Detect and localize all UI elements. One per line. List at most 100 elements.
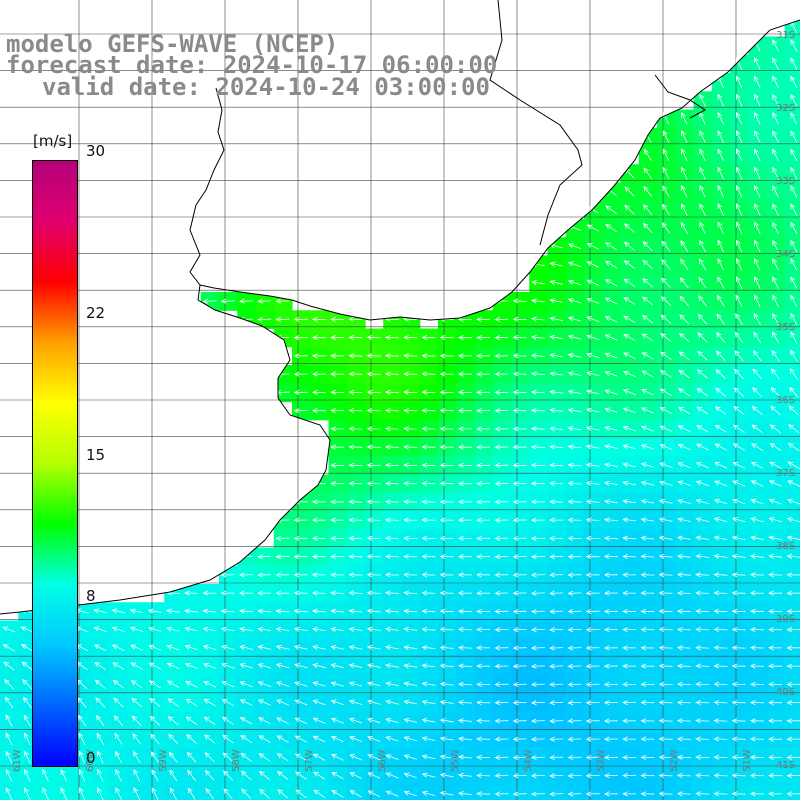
wind-arrow — [549, 773, 564, 779]
wind-arrow — [312, 735, 326, 743]
wind-arrow — [713, 754, 728, 760]
wind-arrow — [659, 480, 673, 486]
wind-arrow — [754, 75, 761, 89]
wind-speed-cell — [383, 784, 403, 800]
longitude-label: 57W — [304, 749, 315, 772]
wind-arrow — [549, 353, 564, 359]
wind-arrow — [735, 257, 743, 271]
wind-arrow — [750, 498, 764, 505]
wind-arrow — [677, 443, 691, 451]
wind-arrow — [275, 535, 290, 541]
wind-arrow — [585, 791, 600, 797]
wind-arrow — [640, 553, 655, 560]
wind-arrow — [4, 696, 14, 709]
wind-arrow — [312, 663, 326, 669]
wind-arrow — [348, 499, 363, 505]
wind-arrow — [696, 387, 709, 397]
wind-arrow — [661, 222, 671, 234]
wind-arrow — [658, 498, 673, 504]
wind-arrow — [421, 699, 436, 705]
colorbar-tick-label: 22 — [86, 303, 106, 322]
wind-arrow — [749, 627, 764, 633]
wind-arrow — [699, 203, 706, 216]
wind-speed-cell — [200, 784, 220, 800]
wind-arrow — [312, 645, 326, 650]
wind-arrow — [403, 389, 418, 395]
wind-arrow — [457, 608, 472, 614]
wind-arrow — [790, 75, 798, 89]
wind-arrow — [184, 663, 198, 669]
wind-arrow — [768, 681, 783, 687]
wind-arrow — [713, 791, 728, 797]
wind-arrow — [768, 700, 783, 706]
wind-arrow — [239, 699, 253, 706]
wind-arrow — [567, 791, 582, 797]
wind-arrow — [658, 572, 673, 578]
wind-arrow — [366, 444, 381, 450]
wind-arrow — [677, 462, 691, 469]
wind-arrow — [658, 754, 673, 760]
wind-arrow — [530, 681, 545, 687]
colorbar — [32, 160, 78, 767]
wind-arrow — [786, 773, 800, 779]
wind-arrow — [585, 462, 600, 468]
wind-arrow — [658, 608, 673, 614]
latitude-label: 40S — [776, 687, 795, 698]
wind-arrow — [366, 499, 381, 505]
wind-arrow — [129, 608, 144, 614]
wind-arrow — [385, 681, 399, 687]
wind-arrow — [220, 590, 235, 596]
wind-arrow — [549, 334, 564, 340]
wind-arrow — [603, 535, 618, 541]
wind-arrow — [24, 787, 31, 800]
wind-arrow — [313, 789, 325, 798]
wind-arrow — [771, 331, 780, 344]
wind-arrow — [603, 718, 618, 724]
wind-arrow — [385, 736, 399, 742]
wind-arrow — [421, 535, 436, 541]
wind-arrow — [749, 718, 764, 724]
wind-arrow — [257, 316, 272, 322]
wind-arrow — [184, 590, 199, 596]
wind-arrow — [640, 663, 655, 669]
wind-arrow — [640, 535, 655, 541]
wind-arrow — [769, 442, 782, 452]
wind-arrow — [530, 773, 545, 779]
wind-speed-cell — [73, 784, 92, 800]
wind-arrow — [586, 316, 600, 322]
wind-arrow — [512, 572, 527, 578]
wind-arrow — [238, 608, 253, 614]
wind-arrow — [185, 680, 198, 688]
wind-arrow — [421, 626, 436, 632]
wind-arrow — [735, 221, 743, 235]
wind-arrow — [751, 424, 763, 434]
wind-arrow — [204, 752, 215, 763]
wind-arrow — [585, 389, 600, 395]
wind-arrow — [421, 389, 436, 395]
wind-arrow — [421, 718, 436, 723]
wind-arrow — [476, 499, 491, 505]
wind-arrow — [585, 754, 600, 760]
wind-arrow — [624, 223, 635, 233]
wind-arrow — [732, 443, 745, 451]
wind-arrow — [754, 257, 761, 271]
wind-arrow — [148, 662, 162, 670]
wind-arrow — [717, 111, 724, 125]
wind-arrow — [697, 332, 708, 343]
wind-arrow — [421, 408, 436, 414]
wind-arrow — [622, 681, 637, 687]
wind-arrow — [731, 553, 746, 559]
wind-speed-cell — [255, 784, 275, 800]
wind-arrow — [549, 700, 564, 706]
wind-arrow — [384, 408, 399, 414]
wind-arrow — [567, 700, 582, 706]
wind-arrow — [622, 425, 636, 432]
wind-arrow — [331, 771, 344, 780]
wind-arrow — [678, 351, 690, 361]
wind-arrow — [790, 112, 798, 125]
wind-arrow — [476, 663, 491, 669]
wind-arrow — [384, 389, 399, 395]
wind-arrow — [151, 769, 159, 782]
wind-arrow — [257, 699, 271, 706]
wind-arrow — [676, 572, 691, 578]
